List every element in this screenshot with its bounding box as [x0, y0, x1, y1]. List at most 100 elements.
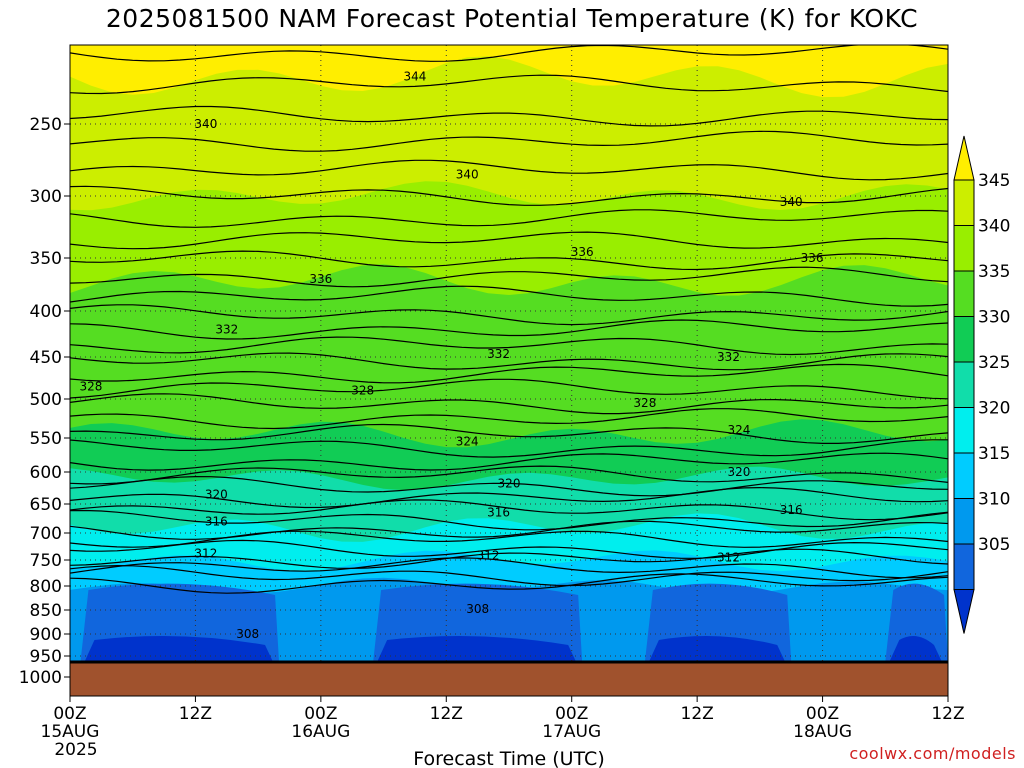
contour-label: 316: [487, 506, 510, 520]
isentrope-contour: [70, 74, 948, 95]
contour-label: 332: [717, 350, 740, 364]
isentrope-contour: [70, 573, 948, 594]
y-tick-label: 550: [30, 429, 62, 449]
y-tick-label: 950: [30, 647, 62, 667]
x-tick-year: 2025: [54, 740, 97, 760]
contour-label: 320: [498, 477, 521, 491]
x-tick-label: 00Z: [555, 704, 588, 724]
x-tick-label: 12Z: [179, 704, 212, 724]
isentrope-contour: [70, 159, 948, 181]
contour-label: 308: [466, 602, 489, 616]
colorbar-label: 320: [978, 399, 1010, 419]
contour-label: 344: [403, 70, 426, 84]
colorbar-segment: [953, 543, 975, 590]
y-tick-label: 900: [30, 625, 62, 645]
contour-label: 324: [456, 434, 479, 448]
isentrope-contour: [70, 499, 948, 521]
isentrope-contour: [70, 304, 948, 326]
isentrope-contour: [70, 530, 948, 548]
isentrope-contour: [70, 520, 948, 540]
x-tick-label: 00Z: [806, 704, 839, 724]
isentrope-contour: [70, 231, 948, 250]
y-tick-label: 1000: [19, 668, 62, 688]
contour-label: 336: [309, 272, 332, 286]
isentrope-contour: [70, 209, 948, 228]
y-tick-label: 800: [30, 577, 62, 597]
y-tick-label: 650: [30, 495, 62, 515]
isentrope-contour: [70, 475, 948, 497]
isentrope-contour: [70, 548, 948, 570]
isentrope-contour: [70, 393, 948, 415]
isentrope-contour: [70, 564, 948, 587]
isentrope-contour: [70, 45, 948, 62]
isentrope-contour: [70, 452, 948, 471]
x-tick-date: 15AUG: [41, 722, 100, 742]
contour-label: 320: [727, 465, 750, 479]
x-tick-label: 00Z: [53, 704, 86, 724]
contour-label: 336: [571, 245, 594, 259]
contour-label: 328: [351, 384, 374, 398]
contour-label: 332: [215, 322, 238, 336]
colorbar-segment: [953, 179, 975, 226]
isentrope-contour: [70, 185, 948, 206]
contour-label: 340: [194, 117, 217, 131]
isentrope-contour: [70, 319, 948, 340]
isentrope-contour: [70, 378, 948, 400]
x-tick-date: 18AUG: [793, 722, 852, 742]
y-tick-label: 350: [30, 249, 62, 269]
x-tick-date: 16AUG: [291, 722, 350, 742]
x-tick-label: 12Z: [681, 704, 714, 724]
colorbar-segment: [953, 407, 975, 454]
contour-label: 312: [477, 549, 500, 563]
y-tick-label: 850: [30, 601, 62, 621]
isentrope-contour: [70, 266, 948, 288]
colorbar-label: 310: [978, 490, 1010, 510]
chart-title: 2025081500 NAM Forecast Potential Temper…: [105, 4, 919, 33]
colorbar-segment: [953, 361, 975, 408]
colorbar-segment: [953, 498, 975, 545]
contour-label: 312: [194, 547, 217, 561]
contour-label: 316: [205, 514, 228, 528]
contour-label: 332: [487, 347, 510, 361]
contour-label: 308: [236, 627, 259, 641]
contour-label: 336: [801, 251, 824, 265]
isentrope-contour: [70, 408, 948, 430]
contour-label: 328: [633, 396, 656, 410]
colorbar-segment: [953, 270, 975, 317]
colorbar-label: 335: [978, 262, 1010, 282]
colorbar-label: 340: [978, 217, 1010, 237]
isentrope-contour: [70, 557, 948, 579]
isentrope-contour: [70, 363, 948, 384]
isentrope-contour: [70, 423, 948, 444]
y-tick-label: 400: [30, 302, 62, 322]
isentrope-contour: [70, 336, 948, 356]
cold-layer: [377, 636, 577, 662]
contour-label: 328: [79, 379, 102, 393]
y-tick-label: 500: [30, 390, 62, 410]
isentrope-contour: [70, 250, 948, 271]
colorbar-bottom-arrow: [953, 589, 975, 634]
source-credit: coolwx.com/models: [849, 744, 1016, 763]
colorbar-label: 325: [978, 353, 1010, 373]
x-tick-label: 00Z: [304, 704, 337, 724]
x-axis-label: Forecast Time (UTC): [413, 748, 604, 768]
y-tick-label: 450: [30, 348, 62, 368]
isentrope-contour: [70, 509, 948, 531]
contour-label: 312: [717, 550, 740, 564]
colorbar-segment: [953, 316, 975, 363]
contour-label: 320: [205, 487, 228, 501]
colorbar-segment: [953, 225, 975, 272]
contour-label: 340: [456, 167, 479, 181]
y-tick-label: 250: [30, 115, 62, 135]
y-tick-label: 750: [30, 551, 62, 571]
isentrope-contour: [70, 285, 948, 307]
x-tick-label: 12Z: [931, 704, 964, 724]
y-tick-label: 300: [30, 187, 62, 207]
isentrope-contour: [70, 539, 948, 559]
contour-label: 316: [780, 503, 803, 517]
x-tick-label: 12Z: [430, 704, 463, 724]
isentrope-contour: [70, 105, 948, 127]
colorbar-segment: [953, 452, 975, 499]
x-tick-date: 17AUG: [542, 722, 601, 742]
